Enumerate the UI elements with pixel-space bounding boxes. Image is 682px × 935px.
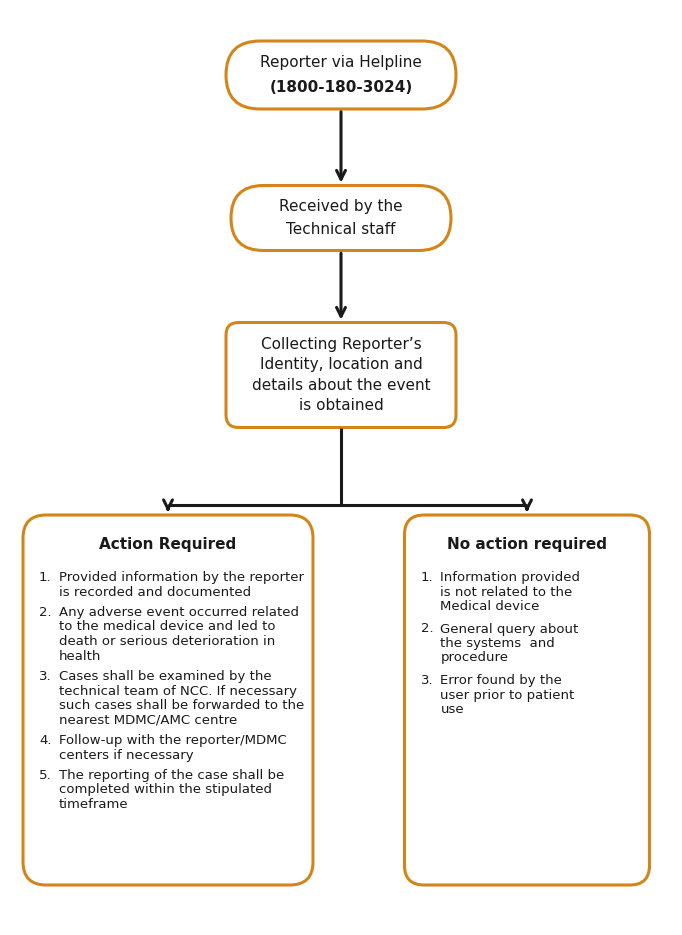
Text: the systems  and: the systems and [441,637,555,650]
Text: 3.: 3. [421,674,433,687]
Text: General query about: General query about [441,623,579,636]
FancyBboxPatch shape [404,515,649,885]
Text: is obtained: is obtained [299,397,383,412]
Text: use: use [441,703,464,716]
Text: completed within the stipulated: completed within the stipulated [59,784,272,797]
Text: Identity, location and: Identity, location and [260,357,422,372]
Text: nearest MDMC/AMC centre: nearest MDMC/AMC centre [59,713,237,726]
Text: 4.: 4. [39,734,52,747]
Text: 2.: 2. [421,623,433,636]
Text: Medical device: Medical device [441,600,540,613]
Text: 1.: 1. [421,571,433,584]
Text: Collecting Reporter’s: Collecting Reporter’s [261,338,421,352]
Text: The reporting of the case shall be: The reporting of the case shall be [59,769,284,782]
Text: technical team of NCC. If necessary: technical team of NCC. If necessary [59,684,297,698]
Text: details about the event: details about the event [252,378,430,393]
Text: Cases shall be examined by the: Cases shall be examined by the [59,670,271,683]
FancyBboxPatch shape [226,323,456,427]
Text: such cases shall be forwarded to the: such cases shall be forwarded to the [59,699,304,712]
FancyBboxPatch shape [23,515,313,885]
Text: Received by the: Received by the [279,198,403,213]
Text: 2.: 2. [39,606,52,619]
Text: procedure: procedure [441,652,509,665]
Text: death or serious deterioration in: death or serious deterioration in [59,635,276,648]
FancyBboxPatch shape [231,185,451,251]
Text: timeframe: timeframe [59,798,129,811]
Text: Error found by the: Error found by the [441,674,563,687]
Text: Reporter via Helpline: Reporter via Helpline [260,55,422,70]
Text: Technical staff: Technical staff [286,223,396,237]
Text: Provided information by the reporter: Provided information by the reporter [59,571,304,584]
Text: is recorded and documented: is recorded and documented [59,585,251,598]
Text: health: health [59,650,102,663]
Text: 5.: 5. [39,769,52,782]
Text: is not related to the: is not related to the [441,585,573,598]
Text: Action Required: Action Required [100,538,237,553]
Text: Information provided: Information provided [441,571,580,584]
Text: (1800-180-3024): (1800-180-3024) [269,79,413,94]
Text: 3.: 3. [39,670,52,683]
Text: 1.: 1. [39,571,52,584]
Text: to the medical device and led to: to the medical device and led to [59,621,276,634]
Text: centers if necessary: centers if necessary [59,749,194,761]
Text: No action required: No action required [447,538,607,553]
Text: Follow-up with the reporter/MDMC: Follow-up with the reporter/MDMC [59,734,286,747]
Text: Any adverse event occurred related: Any adverse event occurred related [59,606,299,619]
Text: user prior to patient: user prior to patient [441,688,575,701]
FancyBboxPatch shape [226,41,456,109]
